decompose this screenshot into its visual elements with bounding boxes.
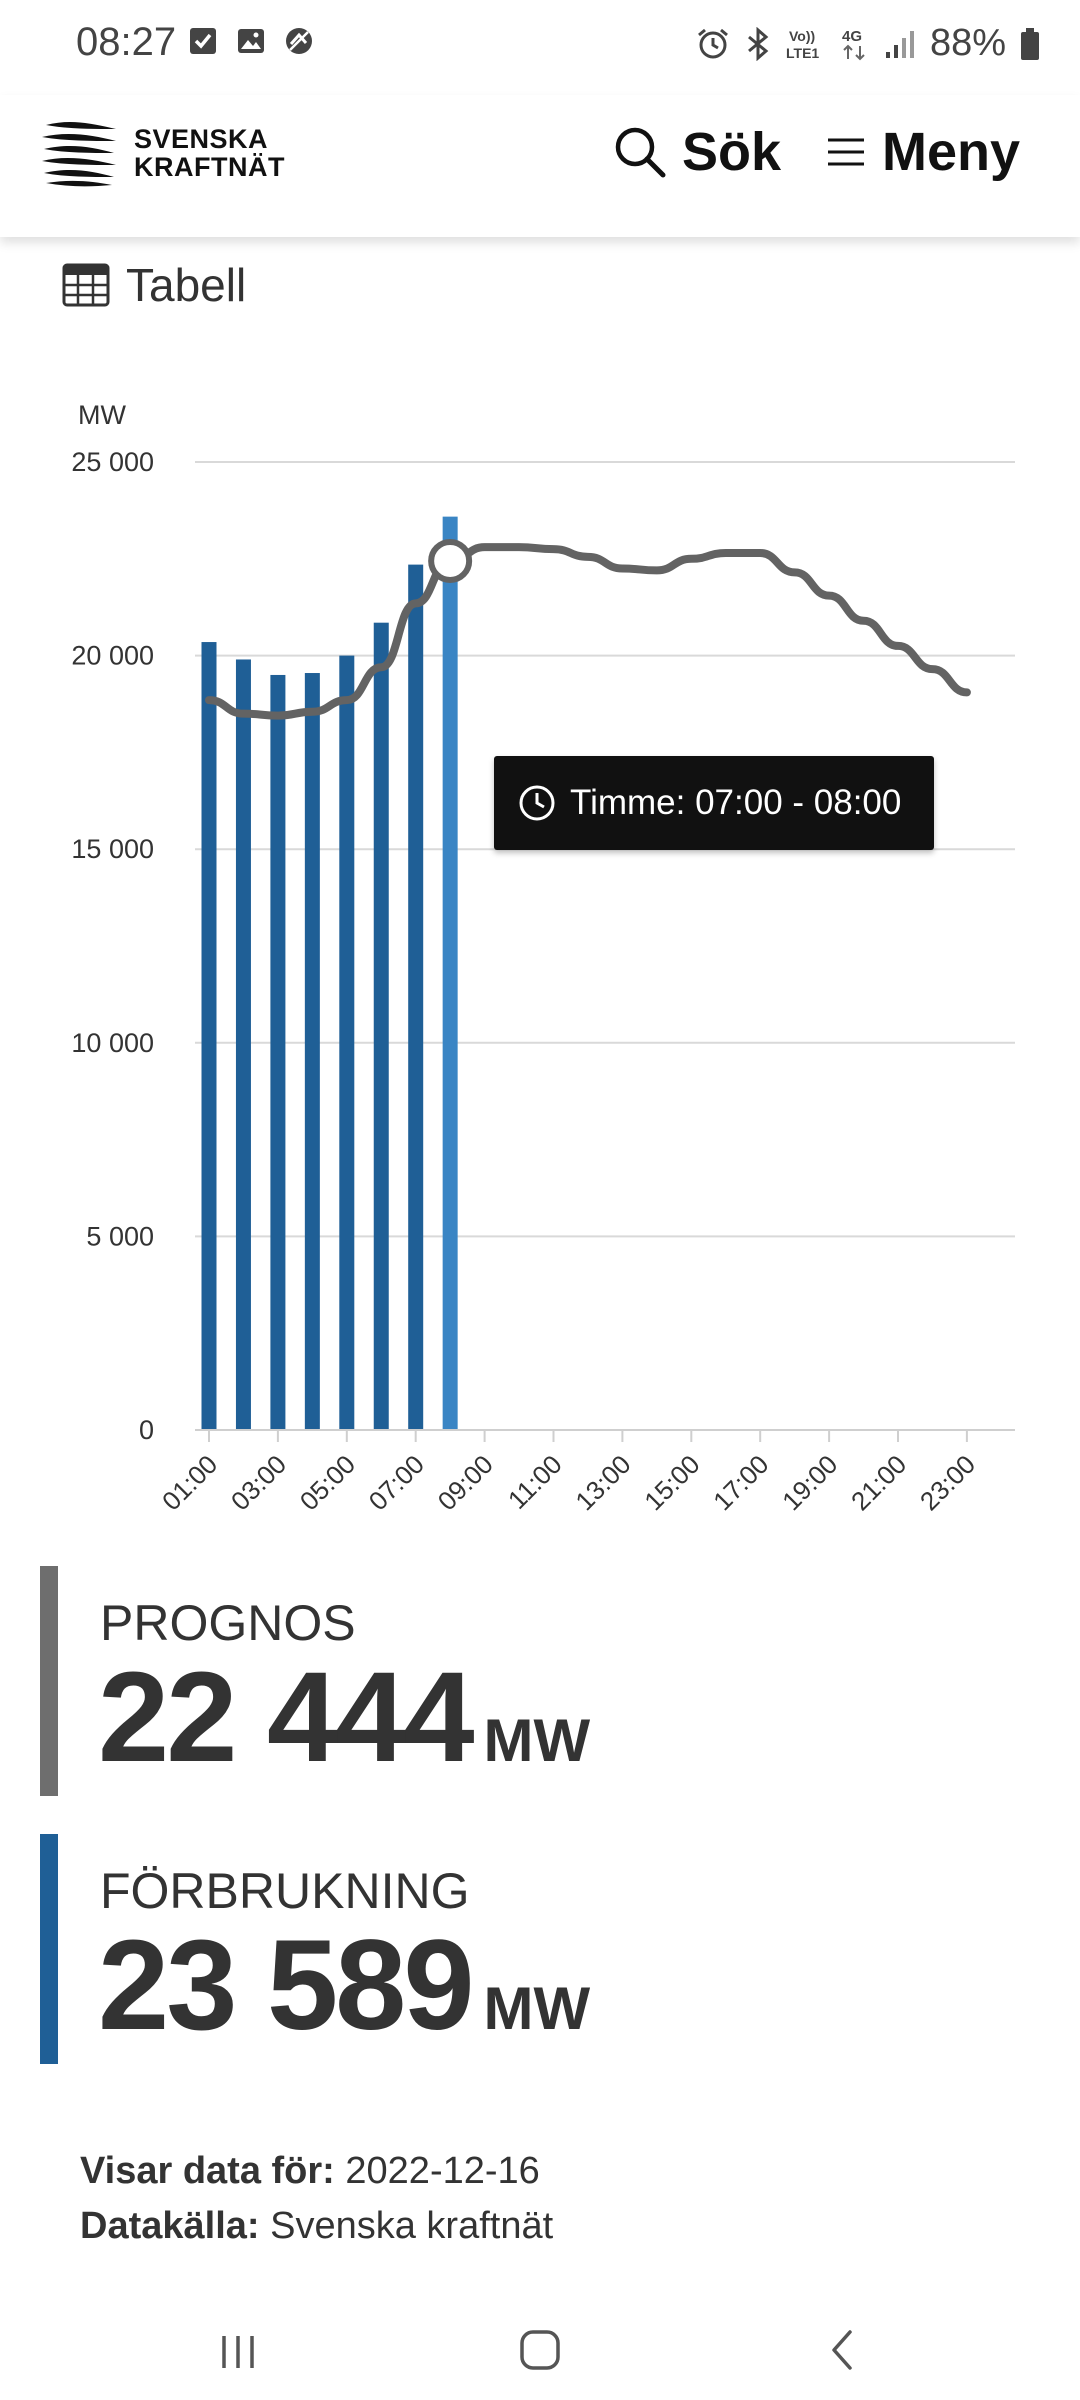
y-axis-label: MW — [78, 400, 126, 430]
date-value: 2022-12-16 — [345, 2150, 540, 2192]
forecast-color-bar — [40, 1566, 58, 1796]
logo-line-1: SVENSKA — [134, 124, 269, 154]
x-axis: 01:00 03:00 05:00 07:00 09:00 11:00 13:00 15:00… — [156, 1429, 1015, 1516]
forecast-stat: PROGNOS 22 444 MW — [40, 1566, 940, 1796]
4g-icon: 4G — [842, 28, 865, 60]
bar — [339, 655, 355, 1430]
system-icons: Vo)) LTE1 4G 88% — [696, 22, 1040, 65]
bar — [201, 642, 217, 1430]
bar — [408, 564, 424, 1430]
bar-series — [201, 516, 458, 1430]
logo[interactable]: SVENSKA KRAFTNÄT — [40, 117, 285, 189]
search-label: Sök — [682, 122, 782, 182]
x-tick-label: 23:00 — [914, 1449, 981, 1516]
line-marker — [428, 538, 473, 583]
consumption-unit: MW — [483, 1975, 591, 2042]
status-bar: 08:27 Vo)) LTE1 4G 88% — [0, 0, 1080, 95]
svg-text:Vo)): Vo)) — [789, 28, 815, 44]
x-tick-label: 19:00 — [776, 1449, 843, 1516]
volte-icon: Vo))LTE1 — [786, 28, 819, 61]
y-tick-label: 10 000 — [71, 1028, 154, 1058]
notification-icons — [188, 26, 314, 56]
line-series — [205, 538, 971, 720]
signal-icon — [885, 30, 914, 58]
forecast-value: 22 444 MW — [98, 1644, 590, 1791]
bar — [304, 673, 320, 1430]
y-tick-label: 25 000 — [71, 447, 154, 477]
bar — [373, 622, 389, 1430]
x-tick-label: 15:00 — [638, 1449, 705, 1516]
bar — [442, 516, 458, 1430]
x-tick-label: 05:00 — [294, 1449, 361, 1516]
search-button[interactable]: Sök — [612, 121, 781, 183]
date-info: Visar data för: 2022-12-16 — [80, 2150, 540, 2193]
consumption-value: 23 589 MW — [98, 1912, 590, 2059]
bar — [235, 659, 251, 1430]
status-time: 08:27 — [76, 20, 177, 64]
home-icon — [520, 2330, 560, 2370]
system-navbar — [0, 2300, 1080, 2400]
checkbox-icon — [190, 28, 216, 54]
consumption-stat: FÖRBRUKNING 23 589 MW — [40, 1834, 940, 2064]
consumption-color-bar — [40, 1834, 58, 2064]
forecast-label: PROGNOS — [100, 1595, 356, 1651]
back-icon — [832, 2330, 852, 2370]
svg-text:4G: 4G — [842, 28, 862, 45]
x-tick-label: 07:00 — [363, 1449, 430, 1516]
x-tick-label: 01:00 — [156, 1449, 223, 1516]
y-tick-label: 15 000 — [71, 834, 154, 864]
x-tick-label: 09:00 — [432, 1449, 499, 1516]
x-tick-label: 21:00 — [845, 1449, 912, 1516]
menu-button[interactable]: Meny — [826, 121, 1020, 183]
no-disturb-icon — [286, 28, 312, 54]
tooltip-text: Timme: 07:00 - 08:00 — [570, 783, 902, 822]
table-icon — [62, 263, 110, 307]
hamburger-icon — [828, 138, 864, 166]
y-tick-label: 20 000 — [71, 641, 154, 671]
logo-line-2: KRAFTNÄT — [134, 152, 285, 182]
logo-mark-icon — [42, 122, 116, 187]
recent-apps-icon — [222, 2336, 254, 2368]
bar — [270, 674, 286, 1430]
consumption-number: 23 589 — [98, 1914, 474, 2057]
x-tick-label: 17:00 — [707, 1449, 774, 1516]
site-header: SVENSKA KRAFTNÄT Sök Meny — [0, 95, 1080, 237]
battery-icon — [1021, 27, 1039, 60]
forecast-unit: MW — [483, 1707, 591, 1774]
battery-percent: 88% — [929, 22, 1006, 64]
chart-tooltip: Timme: 07:00 - 08:00 — [494, 756, 934, 850]
clock-icon — [519, 785, 555, 821]
svg-text:LTE1: LTE1 — [786, 45, 819, 61]
image-icon — [238, 29, 264, 53]
search-icon — [615, 127, 666, 178]
consumption-chart: 0 5 000 10 000 15 000 20 000 25 000 MW 01:00 03… — [71, 400, 1015, 1516]
recent-apps-button[interactable] — [198, 2318, 278, 2382]
y-tick-label: 5 000 — [86, 1221, 154, 1251]
home-button[interactable] — [500, 2318, 580, 2382]
table-label: Tabell — [126, 259, 247, 311]
y-axis: 0 5 000 10 000 15 000 20 000 25 000 MW — [71, 400, 154, 1445]
table-toggle[interactable]: Tabell — [62, 258, 246, 312]
source-info: Datakälla: Svenska kraftnät — [80, 2205, 553, 2248]
x-tick-label: 13:00 — [569, 1449, 636, 1516]
source-label: Datakälla: — [80, 2205, 260, 2247]
forecast-number: 22 444 — [98, 1646, 474, 1789]
consumption-label: FÖRBRUKNING — [100, 1863, 470, 1919]
forecast-line — [205, 543, 971, 720]
date-label: Visar data för: — [80, 2150, 335, 2192]
source-value: Svenska kraftnät — [270, 2205, 554, 2247]
y-tick-label: 0 — [139, 1415, 154, 1445]
alarm-icon — [697, 28, 728, 58]
bluetooth-icon — [747, 26, 769, 61]
logo-text: SVENSKA KRAFTNÄT — [134, 125, 285, 181]
x-tick-label: 03:00 — [225, 1449, 292, 1516]
x-tick-label: 11:00 — [502, 1449, 568, 1515]
menu-label: Meny — [882, 122, 1021, 182]
back-button[interactable] — [802, 2318, 882, 2382]
